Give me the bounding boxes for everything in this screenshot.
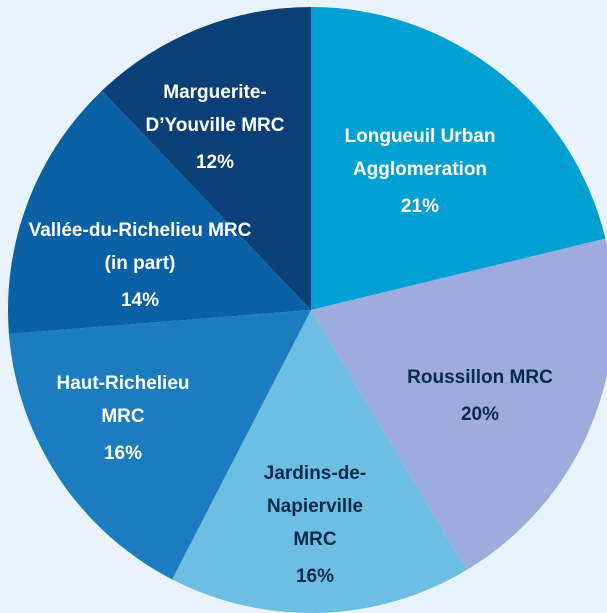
label-line: Roussillon MRC bbox=[407, 367, 553, 388]
label-line: Vallée-du-Richelieu MRC bbox=[29, 220, 252, 241]
value-label: 16% bbox=[104, 443, 142, 464]
pie-slice bbox=[7, 90, 311, 335]
label-line: MRC bbox=[293, 529, 337, 550]
label-line: Jardins-de- bbox=[264, 463, 366, 484]
pie-slice bbox=[172, 310, 467, 613]
pie-slice bbox=[311, 238, 607, 570]
label-line: Longueuil Urban bbox=[345, 126, 496, 147]
value-label: 12% bbox=[196, 152, 234, 173]
value-label: 16% bbox=[296, 566, 334, 587]
value-label: 21% bbox=[401, 196, 439, 217]
slice-label: Roussillon MRC bbox=[407, 367, 553, 388]
slice-label: Marguerite- D’Youville MRC bbox=[146, 82, 285, 136]
slice-label: Longueuil Urban Agglomeration bbox=[345, 126, 496, 180]
label-line: Napierville bbox=[267, 496, 363, 517]
label-line: MRC bbox=[101, 406, 145, 427]
slice-label: Jardins-de- Napierville MRC bbox=[264, 463, 366, 550]
slice-label: Haut-Richelieu MRC bbox=[56, 373, 189, 427]
pie-slice bbox=[101, 6, 311, 310]
label-line: Agglomeration bbox=[353, 159, 487, 180]
value-label: 20% bbox=[461, 404, 499, 425]
label-line: (in part) bbox=[105, 253, 176, 274]
label-line: D’Youville MRC bbox=[146, 115, 285, 136]
pie-slice bbox=[8, 310, 311, 580]
slice-label: Vallée-du-Richelieu MRC (in part) bbox=[29, 220, 252, 274]
pie-slice bbox=[311, 7, 606, 310]
label-line: Marguerite- bbox=[163, 82, 266, 103]
label-line: Haut-Richelieu bbox=[56, 373, 189, 394]
value-label: 14% bbox=[121, 290, 159, 311]
